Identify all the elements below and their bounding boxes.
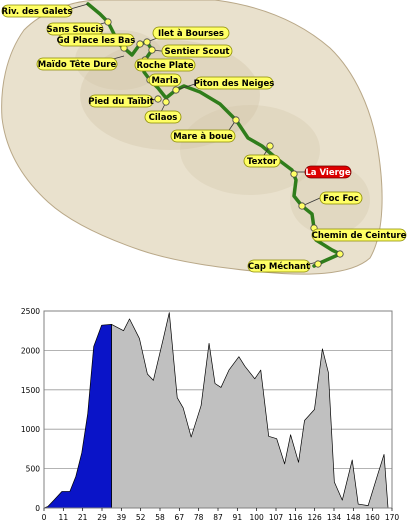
place-label-riv-des-galets[interactable]: Riv. des Galets xyxy=(1,4,73,18)
place-label-sans-soucis[interactable]: Sans Soucis xyxy=(47,22,104,36)
place-label-bubble xyxy=(319,191,363,205)
place-label-bubble xyxy=(311,228,407,242)
place-label-bubble xyxy=(148,73,182,87)
x-tick-label: 116 xyxy=(288,513,303,522)
place-label-bubble xyxy=(57,33,135,47)
elevation-profile-chart: 0 500 1000 1500 2000 2500 0 11 21 29 39 52 58 67 78 87… xyxy=(21,307,400,522)
place-label-text: Piton des Neiges xyxy=(194,79,275,89)
y-tick-label: 2500 xyxy=(21,307,40,316)
place-label-bubble xyxy=(194,76,274,90)
x-tick-label: 21 xyxy=(78,513,88,522)
place-label-bubble xyxy=(144,110,182,124)
place-label-cap-mechant[interactable]: Cap Méchant xyxy=(247,259,311,273)
x-tick-label: 160 xyxy=(366,513,381,522)
place-label-text: Sentier Scout xyxy=(165,47,230,57)
x-tick-label: 78 xyxy=(194,513,204,522)
x-tick-label: 87 xyxy=(213,513,223,522)
place-label-bubble xyxy=(36,57,118,71)
place-label-roche-plate[interactable]: Roche Plate xyxy=(134,58,196,72)
place-label-bubble xyxy=(170,129,236,143)
place-label-chemin-de-ceinture[interactable]: Chemin de Ceinture xyxy=(311,228,407,242)
place-label-bubble xyxy=(161,44,233,58)
place-label-text: Foc Foc xyxy=(323,194,359,204)
place-label-foc-foc[interactable]: Foc Foc xyxy=(319,191,363,205)
place-label-ilet-a-bourses[interactable]: Ilet à Bourses xyxy=(152,26,230,40)
place-label-text: Mare à boue xyxy=(173,132,233,142)
place-label-text: Cap Méchant xyxy=(248,261,310,272)
y-tick-label: 1000 xyxy=(21,425,40,434)
place-label-text: Cilaos xyxy=(149,113,178,123)
place-label-text: Textor xyxy=(247,157,278,167)
x-tick-label: 170 xyxy=(385,513,400,522)
x-tick-label: 39 xyxy=(117,513,127,522)
x-tick-label: 100 xyxy=(250,513,265,522)
place-label-bubble xyxy=(88,94,154,108)
x-tick-label: 58 xyxy=(155,513,165,522)
area-series-0 xyxy=(43,324,112,509)
x-tick-label: 107 xyxy=(269,513,284,522)
x-tick-label: 126 xyxy=(308,513,323,522)
place-label-text: Sans Soucis xyxy=(47,25,104,35)
x-tick-label: 52 xyxy=(136,513,146,522)
place-label-sentier-scout[interactable]: Sentier Scout xyxy=(161,44,233,58)
x-tick-label: 0 xyxy=(42,513,47,522)
x-tick-label: 11 xyxy=(59,513,69,522)
y-tick-label: 500 xyxy=(26,465,41,474)
chart-areas xyxy=(43,312,389,509)
x-tick-label: 91 xyxy=(233,513,243,522)
y-tick-label: 0 xyxy=(35,504,40,513)
y-tick-label: 2000 xyxy=(21,346,40,355)
place-label-text: La Vierge xyxy=(305,168,350,178)
place-label-text: Chemin de Ceinture xyxy=(312,231,407,241)
x-tick-label: 67 xyxy=(175,513,185,522)
place-label-textor[interactable]: Textor xyxy=(243,154,281,168)
area-series-1 xyxy=(111,312,389,509)
place-label-piton-des-neiges[interactable]: Piton des Neiges xyxy=(194,76,275,90)
y-tick-label: 1500 xyxy=(21,386,40,395)
place-label-gd-place-les-bas[interactable]: Gd Place les Bas xyxy=(57,33,136,47)
place-label-text: Ilet à Bourses xyxy=(158,29,224,39)
place-label-la-vierge[interactable]: La Vierge xyxy=(304,165,352,179)
place-label-bubble xyxy=(247,259,311,273)
place-label-maido-tete-dure[interactable]: Maïdo Tête Dure xyxy=(36,57,118,71)
place-label-text: Gd Place les Bas xyxy=(57,36,136,46)
hiking-trail xyxy=(86,2,342,268)
place-label-marla[interactable]: Marla xyxy=(148,73,182,87)
place-label-text: Roche Plate xyxy=(137,61,194,71)
place-label-bubble xyxy=(134,58,196,72)
place-label-cilaos[interactable]: Cilaos xyxy=(144,110,182,124)
place-label-mare-a-boue[interactable]: Mare à boue xyxy=(170,129,236,143)
x-tick-label: 148 xyxy=(346,513,361,522)
place-label-bubble xyxy=(304,165,352,179)
place-label-bubble xyxy=(243,154,281,168)
x-tick-label: 134 xyxy=(327,513,342,522)
place-label-text: Pied du Taïbit xyxy=(88,97,153,107)
place-label-bubble xyxy=(152,26,230,40)
place-label-text: Marla xyxy=(151,76,178,86)
x-axis-tick-labels: 0 11 21 29 39 52 58 67 78 87 91 100 107 116 126 134 148 1… xyxy=(42,508,400,522)
place-label-pied-du-taibit[interactable]: Pied du Taïbit xyxy=(88,94,154,108)
x-tick-label: 29 xyxy=(97,513,107,522)
place-label-text: Maïdo Tête Dure xyxy=(38,59,117,70)
place-label-text: Riv. des Galets xyxy=(2,7,73,17)
place-label-bubble xyxy=(1,4,73,18)
y-axis-tick-labels: 0 500 1000 1500 2000 2500 xyxy=(21,307,40,513)
